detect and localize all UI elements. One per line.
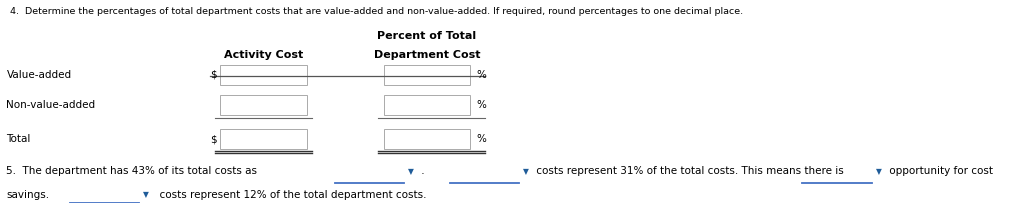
Text: Percent of Total: Percent of Total [377,31,476,41]
FancyBboxPatch shape [220,95,307,115]
Text: 4.  Determine the percentages of total department costs that are value-added and: 4. Determine the percentages of total de… [9,7,742,17]
Text: ▼: ▼ [876,167,882,176]
Text: %: % [476,70,486,80]
Text: Department Cost: Department Cost [374,50,480,60]
Text: costs represent 31% of the total costs. This means there is: costs represent 31% of the total costs. … [534,166,847,176]
Text: Non-value-added: Non-value-added [6,100,95,110]
FancyBboxPatch shape [220,65,307,85]
Text: savings.: savings. [6,190,49,200]
Text: %: % [476,100,486,110]
FancyBboxPatch shape [220,129,307,149]
Text: ▼: ▼ [408,167,414,176]
Text: Value-added: Value-added [6,70,72,80]
FancyBboxPatch shape [384,95,470,115]
Text: opportunity for cost: opportunity for cost [886,166,993,176]
Text: 5.  The department has 43% of its total costs as: 5. The department has 43% of its total c… [6,166,261,176]
FancyBboxPatch shape [384,65,470,85]
FancyBboxPatch shape [384,129,470,149]
Text: %: % [476,134,486,144]
Text: .: . [418,166,431,176]
Text: Activity Cost: Activity Cost [224,50,303,60]
Text: $: $ [210,134,216,144]
Text: Total: Total [6,134,31,144]
Text: $: $ [210,70,216,80]
Text: ▼: ▼ [143,190,148,199]
Text: costs represent 12% of the total department costs.: costs represent 12% of the total departm… [154,190,427,200]
Text: ▼: ▼ [523,167,529,176]
